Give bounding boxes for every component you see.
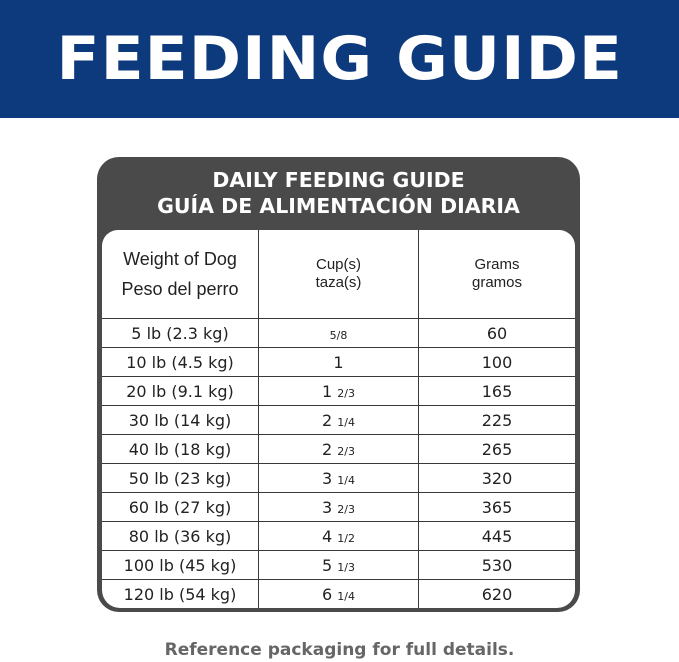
weight-cell: 50 lb (23 kg) [102,463,259,493]
cups-fraction: 1/3 [337,560,355,574]
table-title-es: GUÍA DE ALIMENTACIÓN DIARIA [157,194,520,218]
table-row: 120 lb (54 kg) 6 1/4 620 [102,579,575,608]
grams-cell: 530 [418,550,575,580]
weight-cell: 40 lb (18 kg) [102,434,259,464]
table-row: 100 lb (45 kg) 5 1/3 530 [102,550,575,580]
cups-whole: 3 [322,468,333,488]
table-row: 40 lb (18 kg) 2 2/3 265 [102,434,575,464]
cups-cell: 5 1/3 [258,550,419,580]
cups-cell: 1 [258,347,419,377]
weight-cell: 60 lb (27 kg) [102,492,259,522]
table-row: 80 lb (36 kg) 4 1/2 445 [102,521,575,551]
feeding-table: Weight of Dog Peso del perro Cup(s) taza… [102,230,575,608]
cups-fraction: 1/4 [337,589,355,603]
table-body: Weight of Dog Peso del perro Cup(s) taza… [102,230,575,608]
header-row: Weight of Dog Peso del perro Cup(s) taza… [102,230,575,319]
table-row: 50 lb (23 kg) 3 1/4 320 [102,463,575,493]
table-row: 5 lb (2.3 kg) 5/8 60 [102,318,575,348]
cups-fraction: 2/3 [337,386,355,400]
header-weight: Weight of Dog Peso del perro [102,230,259,319]
table-title-en: DAILY FEEDING GUIDE [212,168,465,192]
cups-whole: 2 [322,439,333,459]
grams-cell: 225 [418,405,575,435]
table-row: 20 lb (9.1 kg) 1 2/3 165 [102,376,575,406]
cups-cell: 5/8 [258,318,419,348]
grams-cell: 445 [418,521,575,551]
header-grams: Grams gramos [418,230,575,319]
grams-cell: 165 [418,376,575,406]
cups-whole: 1 [333,352,344,372]
header-cups-en: Cup(s) [315,256,361,273]
table-row: 10 lb (4.5 kg) 1 100 [102,347,575,377]
feeding-guide-table-box: DAILY FEEDING GUIDE GUÍA DE ALIMENTACIÓN… [97,157,580,612]
weight-cell: 20 lb (9.1 kg) [102,376,259,406]
cups-cell: 3 1/4 [258,463,419,493]
grams-cell: 265 [418,434,575,464]
cups-whole: 6 [322,584,333,604]
grams-cell: 60 [418,318,575,348]
header-grams-en: Grams [474,256,520,273]
cups-cell: 4 1/2 [258,521,419,551]
header-cups: Cup(s) taza(s) [258,230,419,319]
table-title: DAILY FEEDING GUIDE GUÍA DE ALIMENTACIÓN… [97,167,580,219]
cups-fraction: 1/2 [337,531,355,545]
grams-cell: 365 [418,492,575,522]
footer-note: Reference packaging for full details. [164,640,515,660]
cups-fraction: 2/3 [337,502,355,516]
header-weight-en: Weight of Dog [123,249,237,269]
cups-fraction: 5/8 [329,328,348,342]
banner: FEEDING GUIDE [0,0,679,118]
table-row: 60 lb (27 kg) 3 2/3 365 [102,492,575,522]
cups-whole: 3 [322,497,333,517]
cups-whole: 2 [322,410,333,430]
cups-fraction: 2/3 [337,444,355,458]
cups-cell: 1 2/3 [258,376,419,406]
weight-cell: 10 lb (4.5 kg) [102,347,259,377]
cups-whole: 4 [322,526,333,546]
grams-cell: 320 [418,463,575,493]
cups-cell: 6 1/4 [258,579,419,608]
weight-cell: 80 lb (36 kg) [102,521,259,551]
weight-cell: 100 lb (45 kg) [102,550,259,580]
cups-cell: 3 2/3 [258,492,419,522]
banner-title: FEEDING GUIDE [56,24,623,94]
cups-fraction: 1/4 [337,473,355,487]
weight-cell: 5 lb (2.3 kg) [102,318,259,348]
weight-cell: 30 lb (14 kg) [102,405,259,435]
header-weight-es: Peso del perro [121,279,239,299]
header-grams-es: gramos [471,274,523,291]
header-cups-es: taza(s) [315,274,362,291]
cups-cell: 2 2/3 [258,434,419,464]
weight-cell: 120 lb (54 kg) [102,579,259,608]
cups-cell: 2 1/4 [258,405,419,435]
grams-cell: 100 [418,347,575,377]
cups-whole: 1 [322,381,333,401]
cups-fraction: 1/4 [337,415,355,429]
cups-whole: 5 [322,555,333,575]
table-row: 30 lb (14 kg) 2 1/4 225 [102,405,575,435]
grams-cell: 620 [418,579,575,608]
